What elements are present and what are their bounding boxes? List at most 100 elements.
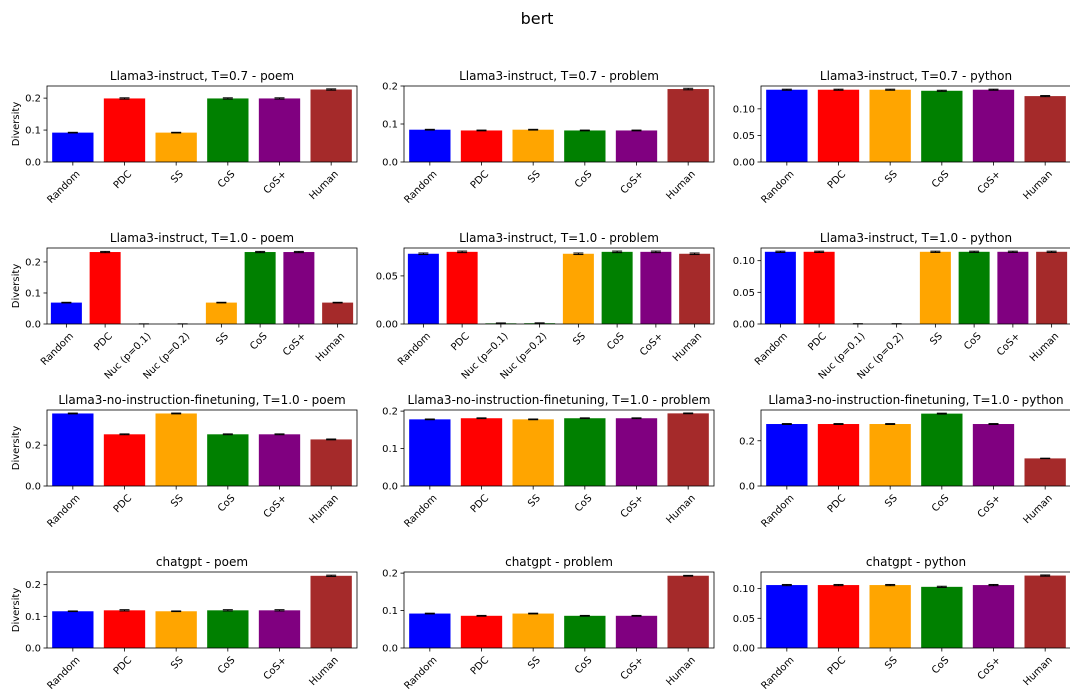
y-tick-label: 0.0 (25, 644, 41, 655)
y-tick-label: 0.10 (733, 256, 755, 267)
x-tick-label: Human (665, 655, 698, 688)
x-tick-label: CoS (248, 331, 270, 353)
bar-cos- (972, 585, 1015, 648)
y-tick-label: 0.05 (376, 271, 398, 282)
x-tick-label: CoS (930, 169, 952, 191)
subplot-12: Random PDC SS CoS CoS+ Human 0.00 0.05 0.10 chatg… (733, 555, 1070, 690)
axes-frame (46, 409, 358, 487)
y-tick-label: 0.0 (739, 482, 755, 493)
bar-cos- (615, 418, 658, 486)
x-tick-label: SS (571, 331, 588, 348)
x-tick-label: CoS (216, 169, 238, 191)
x-tick-label: CoS+ (976, 493, 1003, 520)
y-axis-label: Diversity (11, 264, 22, 309)
bar-cos (207, 98, 249, 162)
axes-frame (760, 85, 1070, 163)
y-tick-label: 0.0 (382, 158, 398, 169)
axes-frame (403, 571, 715, 649)
bar-human (310, 575, 352, 648)
bar-random (766, 89, 808, 162)
bar-ss (155, 132, 197, 162)
x-tick-label: SS (169, 169, 186, 186)
x-tick-label: Human (671, 331, 704, 364)
axes-frame (760, 571, 1070, 649)
y-axis-label: Diversity (11, 588, 22, 633)
bar-cos- (258, 98, 301, 162)
x-tick-label: CoS+ (281, 331, 308, 358)
x-tick-label: Human (665, 493, 698, 526)
x-tick-label: CoS+ (995, 331, 1022, 358)
x-tick-label: Random (402, 655, 439, 690)
y-tick-label: 0.10 (733, 104, 755, 115)
bar-random (52, 413, 94, 486)
bar-cos (921, 413, 963, 486)
y-tick-label: 0.1 (382, 120, 398, 131)
x-tick-label: Human (1022, 493, 1055, 526)
y-tick-label: 0.05 (733, 288, 755, 299)
subplot-8: Random PDC SS CoS CoS+ Human 0.0 0.1 0.2 Llama3-n… (382, 393, 715, 530)
y-tick-label: 0.00 (733, 158, 755, 169)
bar-random (764, 251, 796, 324)
bar-cos (601, 251, 633, 324)
x-tick-label: CoS (930, 655, 952, 677)
x-tick-label: Random (45, 655, 82, 690)
bar-random (766, 424, 808, 486)
bar-cos (207, 434, 249, 486)
x-tick-label: SS (214, 331, 231, 348)
bar-ss (512, 129, 554, 162)
x-tick-label: CoS (216, 493, 238, 515)
y-axis-label: Diversity (11, 102, 22, 147)
x-tick-label: Random (759, 655, 796, 690)
x-tick-label: Random (402, 169, 439, 206)
bar-cos (207, 610, 249, 648)
x-tick-label: CoS (930, 493, 952, 515)
x-tick-label: SS (883, 493, 900, 510)
x-tick-label: Random (759, 493, 796, 530)
bar-pdc (89, 252, 121, 324)
bar-cos- (615, 615, 658, 648)
bar-cos (564, 418, 606, 486)
x-tick-label: Random (396, 331, 433, 368)
bar-cos- (258, 434, 301, 486)
y-tick-label: 0.2 (25, 257, 41, 268)
x-tick-label: Human (1022, 169, 1055, 202)
x-tick-label: Random (45, 493, 82, 530)
bar-pdc (460, 130, 503, 162)
subplot-1: Random PDC SS CoS CoS+ Human 0.0 0.1 0.2 Llama3-i… (11, 69, 358, 206)
bar-random (409, 419, 451, 486)
y-tick-label: 0.1 (382, 444, 398, 455)
y-tick-label: 0.05 (733, 614, 755, 625)
y-tick-label: 0.2 (25, 580, 41, 591)
bar-human (322, 302, 354, 324)
subplot-title: Llama3-instruct, T=0.7 - poem (110, 69, 294, 83)
x-tick-label: Human (1022, 655, 1055, 688)
bar-ss (869, 585, 911, 648)
x-tick-label: CoS (216, 655, 238, 677)
x-tick-label: SS (526, 655, 543, 672)
bar-pdc (103, 98, 146, 162)
bar-human (310, 89, 352, 162)
axes-frame (760, 247, 1070, 325)
axes-frame (46, 85, 358, 163)
subplot-grid: Random PDC SS CoS CoS+ Human0.00.10.2Llama3-i… (11, 69, 1070, 690)
y-tick-label: 0.0 (25, 482, 41, 493)
bar-ss (919, 251, 951, 324)
subplot-title: chatgpt - problem (505, 555, 613, 569)
y-tick-label: 0.00 (376, 320, 398, 331)
x-tick-label: SS (169, 493, 186, 510)
x-tick-label: CoS+ (638, 331, 665, 358)
bar-human (1024, 96, 1066, 162)
x-tick-label: CoS+ (619, 493, 646, 520)
bar-cos- (640, 251, 672, 324)
bar-cos (244, 252, 276, 324)
x-tick-label: PDC (806, 331, 828, 353)
x-tick-label: PDC (826, 169, 848, 191)
x-tick-label: SS (883, 169, 900, 186)
bar-human (667, 575, 709, 648)
x-tick-label: CoS+ (262, 493, 289, 520)
x-tick-label: CoS (605, 331, 627, 353)
bar-random (50, 302, 82, 324)
subplot-title: Llama3-instruct, T=0.7 - problem (459, 69, 659, 83)
x-tick-label: CoS+ (262, 655, 289, 682)
